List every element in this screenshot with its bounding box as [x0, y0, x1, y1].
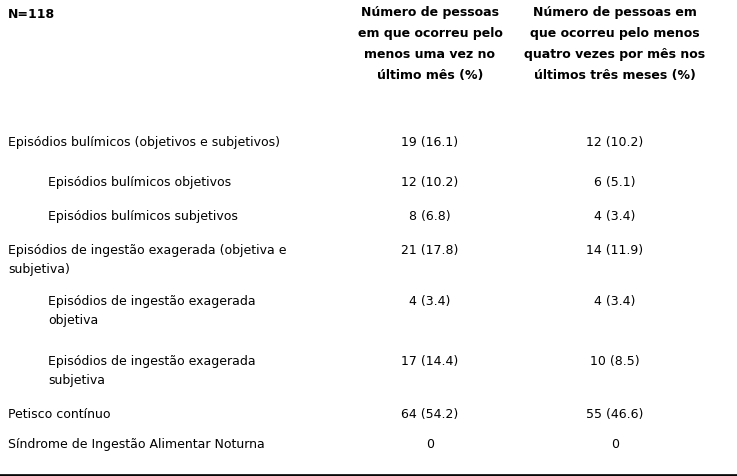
Text: 4 (3.4): 4 (3.4)	[409, 295, 451, 308]
Text: N=118: N=118	[8, 8, 55, 21]
Text: Episódios de ingestão exagerada
subjetiva: Episódios de ingestão exagerada subjetiv…	[48, 355, 256, 387]
Text: 6 (5.1): 6 (5.1)	[594, 176, 636, 189]
Text: 21 (17.8): 21 (17.8)	[402, 244, 458, 257]
Text: 8 (6.8): 8 (6.8)	[409, 210, 451, 223]
Text: Episódios bulímicos objetivos: Episódios bulímicos objetivos	[48, 176, 231, 189]
Text: 17 (14.4): 17 (14.4)	[402, 355, 458, 368]
Text: 55 (46.6): 55 (46.6)	[587, 408, 643, 421]
Text: Síndrome de Ingestão Alimentar Noturna: Síndrome de Ingestão Alimentar Noturna	[8, 438, 265, 451]
Text: Número de pessoas em
que ocorreu pelo menos
quatro vezes por mês nos
últimos trê: Número de pessoas em que ocorreu pelo me…	[525, 6, 705, 82]
Text: Petisco contínuo: Petisco contínuo	[8, 408, 111, 421]
Text: Episódios de ingestão exagerada (objetiva e
subjetiva): Episódios de ingestão exagerada (objetiv…	[8, 244, 287, 276]
Text: Episódios bulímicos subjetivos: Episódios bulímicos subjetivos	[48, 210, 238, 223]
Text: 10 (8.5): 10 (8.5)	[590, 355, 640, 368]
Text: 12 (10.2): 12 (10.2)	[402, 176, 458, 189]
Text: 64 (54.2): 64 (54.2)	[402, 408, 458, 421]
Text: 4 (3.4): 4 (3.4)	[594, 210, 636, 223]
Text: 0: 0	[611, 438, 619, 451]
Text: Número de pessoas
em que ocorreu pelo
menos uma vez no
último mês (%): Número de pessoas em que ocorreu pelo me…	[357, 6, 503, 82]
Text: 14 (11.9): 14 (11.9)	[587, 244, 643, 257]
Text: 12 (10.2): 12 (10.2)	[587, 136, 643, 149]
Text: 4 (3.4): 4 (3.4)	[594, 295, 636, 308]
Text: 19 (16.1): 19 (16.1)	[402, 136, 458, 149]
Text: 0: 0	[426, 438, 434, 451]
Text: Episódios de ingestão exagerada
objetiva: Episódios de ingestão exagerada objetiva	[48, 295, 256, 327]
Text: Episódios bulímicos (objetivos e subjetivos): Episódios bulímicos (objetivos e subjeti…	[8, 136, 280, 149]
